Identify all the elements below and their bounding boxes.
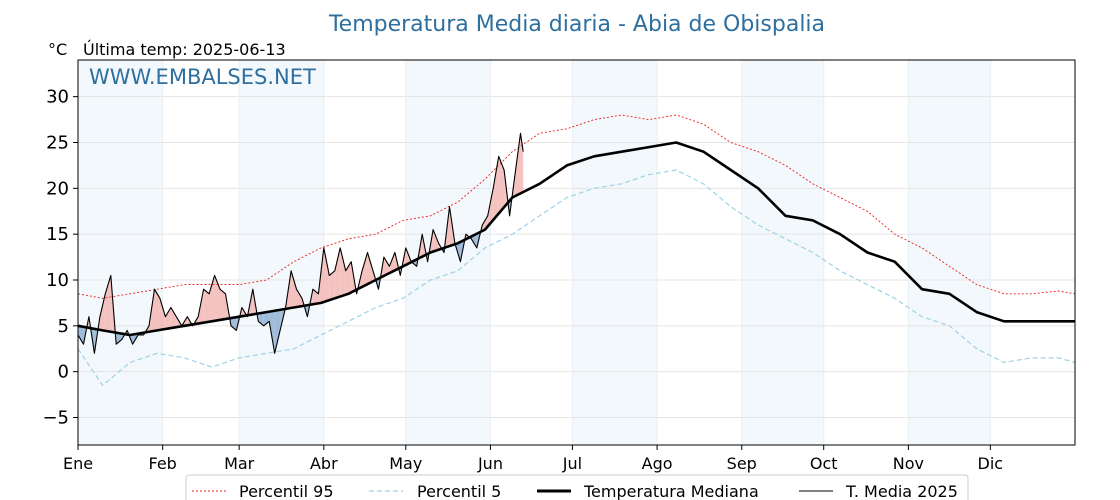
anomaly-fill: [230, 317, 237, 331]
legend-label-p5: Percentil 5: [417, 482, 501, 500]
anomaly-fill: [159, 298, 166, 330]
x-tick-label: Dic: [978, 454, 1004, 473]
anomaly-fill: [203, 289, 210, 323]
month-band: [908, 60, 991, 445]
anomaly-fill: [471, 233, 477, 248]
anomaly-fill: [296, 289, 302, 308]
y-tick-label: 20: [46, 178, 69, 199]
legend-label-p95: Percentil 95: [239, 482, 334, 500]
series-line-thin: [77, 132, 524, 354]
y-tick-label: 25: [46, 133, 69, 154]
y-tick-label: −5: [42, 408, 69, 429]
x-tick-label: Ago: [642, 454, 673, 473]
anomaly-fill: [433, 229, 439, 252]
month-band: [572, 60, 658, 445]
x-tick-label: Mar: [224, 454, 255, 473]
unit-label: °C: [48, 40, 67, 59]
anomaly-fill: [258, 312, 264, 326]
month-band: [405, 60, 491, 445]
anomaly-fill: [340, 247, 346, 297]
series-line-dashed: [77, 169, 1076, 386]
chart-title: Temperatura Media diaria - Abia de Obisp…: [328, 12, 825, 37]
anomaly-fill: [220, 289, 226, 320]
x-tick-label: Oct: [810, 454, 838, 473]
anomaly-fill: [493, 156, 499, 220]
x-tick-label: Abr: [310, 454, 338, 473]
x-tick-label: May: [389, 454, 422, 473]
x-tick-label: Jul: [562, 454, 582, 473]
anomaly-fill: [329, 270, 335, 301]
x-tick-label: Feb: [149, 454, 177, 473]
legend-box: [185, 474, 969, 500]
month-band: [78, 60, 163, 445]
x-tick-label: Nov: [893, 454, 924, 473]
y-tick-label: 30: [46, 87, 69, 108]
anomaly-fill: [165, 307, 171, 330]
series-lines: [77, 114, 1076, 386]
y-axis: −5 0 5 10 15 20 25 30: [42, 87, 78, 429]
legend: Percentil 95 Percentil 5 Temperatura Med…: [185, 474, 969, 500]
series-line-dotted: [77, 114, 1076, 299]
anomaly-fill: [274, 309, 281, 354]
x-tick-label: Sep: [727, 454, 757, 473]
anomaly-fill: [291, 270, 297, 308]
plot-area: WWW.EMBALSES.NET: [77, 59, 1076, 446]
series-line-thick: [77, 141, 1075, 337]
anomaly-fill: [362, 252, 368, 287]
anomaly-fill: [334, 247, 341, 299]
x-tick-label: Jun: [477, 454, 503, 473]
anomaly-fill: [170, 307, 177, 329]
anomaly-fill: [345, 261, 352, 295]
anomaly-fill: [383, 257, 390, 276]
anomaly-fill: [367, 252, 374, 285]
anomaly-fill: [154, 289, 160, 331]
month-band: [239, 60, 324, 445]
y-tick-label: 10: [46, 270, 69, 291]
anomaly-fill: [78, 325, 84, 345]
legend-label-median: Temperatura Mediana: [583, 482, 759, 500]
x-axis: Ene Feb Mar Abr May Jun Jul Ago Sep Oct Nov Dic: [63, 445, 1003, 473]
anomaly-fill: [116, 332, 122, 345]
y-tick-label: 5: [58, 316, 69, 337]
month-bands: [78, 60, 991, 445]
anomaly-fill: [389, 252, 395, 274]
anomaly-fill: [99, 293, 106, 331]
y-tick-label: 15: [46, 224, 69, 245]
legend-label-2025: T. Media 2025: [845, 482, 958, 500]
anomaly-fill: [209, 275, 215, 322]
x-tick-label: Ene: [63, 454, 93, 473]
month-band: [741, 60, 824, 445]
watermark: WWW.EMBALSES.NET: [89, 65, 316, 89]
last-temp-label: Última temp: 2025-06-13: [83, 40, 286, 59]
anomaly-fill: [323, 247, 330, 302]
plot-frame: [77, 59, 1076, 446]
anomaly-fill: [515, 133, 521, 197]
anomaly-fill: [498, 156, 505, 214]
y-tick-label: 0: [58, 362, 69, 383]
